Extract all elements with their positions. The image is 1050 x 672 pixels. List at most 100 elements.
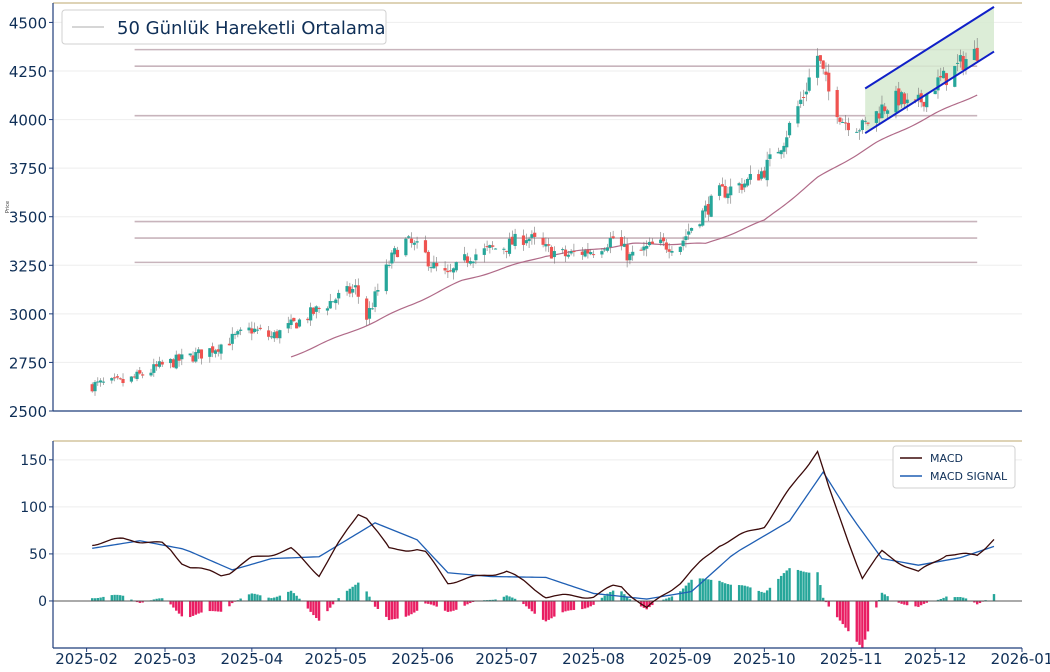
macd-histogram-bar: [569, 600, 573, 611]
candle-body: [569, 251, 573, 254]
candle-body: [493, 248, 498, 250]
candle-body: [236, 331, 240, 335]
macd-histogram-bar: [116, 594, 119, 601]
macd-histogram-bar: [861, 600, 864, 648]
macd-histogram-bar: [527, 600, 531, 609]
candle-body: [426, 251, 430, 267]
candle-body: [121, 379, 125, 384]
price-ytick-label: 4000: [9, 112, 47, 130]
candle-body: [292, 317, 296, 322]
candle-body: [762, 170, 766, 178]
candle-body: [975, 47, 979, 61]
macd-histogram-bar: [746, 586, 749, 601]
macd-histogram-bar: [469, 600, 472, 604]
macd-histogram-bar: [919, 600, 923, 606]
macd-histogram-bar: [287, 591, 290, 601]
macd-histogram-bar: [121, 595, 125, 601]
candle-body: [583, 250, 587, 257]
macd-histogram-bar: [172, 600, 175, 608]
candle-body: [759, 171, 764, 179]
candle-body: [99, 380, 103, 383]
candle-body: [563, 249, 568, 257]
candle-body: [258, 327, 262, 330]
candle-body: [474, 254, 478, 261]
macd-histogram-bar: [508, 596, 511, 601]
macd-histogram-bar: [807, 572, 811, 601]
candle-body: [821, 60, 825, 69]
macd-histogram-bar: [698, 578, 702, 601]
macd-histogram-bar: [189, 600, 192, 618]
candle-body: [874, 111, 878, 123]
candle-body: [605, 247, 610, 251]
macd-histogram-bar: [903, 600, 906, 605]
candle-body: [157, 361, 162, 367]
macd-signal-line: [92, 470, 995, 600]
macd-histogram-bar: [880, 592, 884, 601]
candle-body: [432, 262, 436, 269]
macd-histogram-bar: [841, 600, 844, 625]
candle-body: [916, 94, 920, 100]
macd-histogram-bar: [586, 600, 590, 608]
candle-body: [815, 55, 820, 78]
candle-body: [827, 72, 831, 92]
candle-body: [561, 249, 565, 251]
macd-histogram-bar: [376, 600, 380, 609]
macd-histogram-bar: [973, 600, 976, 603]
x-tick-label: 2025-03: [134, 650, 197, 668]
price-ytick-label: 3250: [9, 257, 47, 275]
macd-histogram-bar: [925, 600, 928, 603]
candle-body: [855, 131, 859, 133]
candle-body: [449, 270, 453, 272]
macd-histogram-bar: [917, 600, 920, 607]
macd-histogram-bar: [679, 591, 682, 601]
candle-body: [883, 106, 887, 112]
macd-histogram-bar: [779, 575, 783, 601]
candle-body: [230, 333, 234, 344]
moving-average-line: [290, 94, 978, 358]
x-tick-label: 2025-05: [305, 650, 368, 668]
macd-histogram-bar: [432, 600, 436, 606]
macd-histogram-bar: [180, 600, 184, 617]
candle-body: [524, 240, 528, 244]
candle-body: [393, 248, 397, 255]
price-ytick-label: 3500: [9, 209, 47, 227]
candle-body: [824, 71, 828, 75]
macd-histogram-bar: [312, 600, 315, 616]
candle-body: [796, 106, 800, 124]
macd-histogram-bar: [670, 596, 674, 601]
macd-histogram-bar: [914, 600, 917, 607]
candle-body: [118, 378, 122, 380]
candle-body: [547, 244, 551, 246]
candle-body: [807, 77, 811, 91]
macd-histogram-bar: [110, 595, 114, 601]
macd-histogram-bar: [337, 598, 340, 601]
candle-body: [611, 236, 615, 239]
macd-histogram-bar: [760, 591, 763, 601]
macd-histogram-bar: [936, 599, 940, 601]
macd-histogram-bar: [757, 590, 760, 601]
candle-body: [180, 354, 184, 360]
macd-panel-background: [53, 441, 1022, 648]
macd-histogram-bar: [589, 600, 592, 607]
candle-body: [90, 384, 94, 392]
candle-body: [961, 55, 965, 70]
macd-histogram-bar: [446, 600, 450, 612]
candle-body: [216, 349, 220, 352]
x-tick-label: 2025-08: [562, 650, 625, 668]
macd-histogram-bar: [768, 587, 772, 601]
candle-body: [619, 237, 624, 246]
candle-body: [160, 361, 164, 365]
macd-histogram-bar: [945, 596, 948, 601]
x-tick-label: 2026-01: [991, 650, 1050, 668]
macd-histogram-bar: [435, 600, 438, 607]
candle-body: [740, 184, 744, 190]
macd-histogram-bar: [102, 596, 105, 601]
candle-body: [507, 238, 512, 254]
candle-body: [311, 307, 316, 314]
macd-histogram-bar: [315, 600, 318, 619]
candle-body: [208, 348, 212, 357]
candle-body: [863, 120, 867, 122]
candle-body: [765, 159, 769, 181]
macd-histogram-bar: [603, 595, 606, 601]
macd-histogram-bar: [701, 578, 704, 601]
